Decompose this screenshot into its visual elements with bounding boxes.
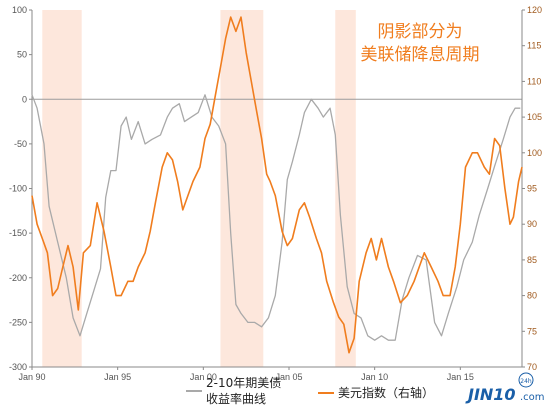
- left-axis-tick-label: -150: [9, 228, 27, 238]
- right-axis-tick-label: 90: [527, 219, 537, 229]
- left-axis-tick-label: -250: [9, 317, 27, 327]
- legend-label-yield-curve-line-1: 2-10年期美债: [206, 376, 281, 390]
- x-axis-tick-label: Jan 95: [104, 372, 131, 382]
- left-axis-tick-label: -50: [14, 139, 27, 149]
- left-axis-tick-label: -300: [9, 362, 27, 372]
- x-axis-tick-label: Jan 90: [18, 372, 45, 382]
- annotation-line-2: 美联储降息周期: [361, 45, 480, 65]
- watermark-main: JIN10: [465, 385, 516, 404]
- right-axis-tick-label: 70: [527, 362, 537, 372]
- series-lines: [31, 16, 523, 354]
- shaded-period-1: [42, 10, 82, 367]
- x-axis-tick-label: Jan 00: [190, 372, 217, 382]
- left-axis-tick-label: -100: [9, 184, 27, 194]
- right-axis-tick-label: 100: [527, 148, 542, 158]
- legend-label-yield-curve-line-2: 收益率曲线: [206, 391, 266, 406]
- left-axis-tick-label: 0: [22, 94, 27, 104]
- axes: 100 50 0 -50 -100 -150 -200 -250 -300 120 115 110 10…: [9, 5, 542, 382]
- right-axis-tick-label: 75: [527, 326, 537, 336]
- right-axis-tick-label: 105: [527, 112, 542, 122]
- shaded-period-2: [220, 10, 264, 367]
- legend: 2-10年期美债 收益率曲线 美元指数（右轴）: [186, 376, 434, 406]
- left-axis-tick-label: 50: [17, 50, 27, 60]
- dollar-index-line: [31, 16, 523, 354]
- x-axis-tick-label: Jan 05: [275, 372, 302, 382]
- watermark-badge-icon: [518, 372, 534, 388]
- left-axis-tick-label: -200: [9, 273, 27, 283]
- legend-label-dollar-index: 美元指数（右轴）: [338, 385, 434, 400]
- right-axis-tick-label: 120: [527, 5, 542, 15]
- watermark-suffix: .com: [520, 392, 545, 403]
- watermark: JIN10 .com 24h: [465, 372, 545, 404]
- right-axis-tick-label: 80: [527, 291, 537, 301]
- right-axis-tick-label: 110: [527, 76, 541, 86]
- left-axis-tick-label: 100: [12, 5, 27, 15]
- annotation-line-1: 阴影部分为: [378, 22, 463, 42]
- x-axis-tick-label: Jan 15: [447, 372, 474, 382]
- right-axis-tick-label: 115: [527, 41, 541, 51]
- right-axis-tick-label: 85: [527, 255, 537, 265]
- annotation: 阴影部分为 美联储降息周期: [361, 22, 480, 65]
- watermark-badge: 24h: [520, 378, 532, 385]
- shaded-periods: [42, 10, 356, 367]
- yield-curve-line: [31, 94, 521, 341]
- x-axis-tick-label: Jan 10: [361, 372, 388, 382]
- right-axis-tick-label: 95: [527, 184, 537, 194]
